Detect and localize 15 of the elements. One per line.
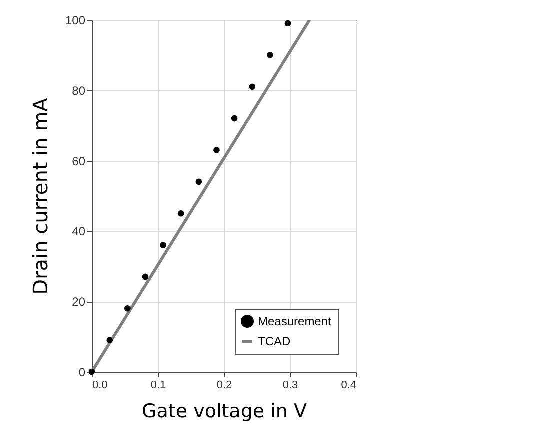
y-tick-label: 40 <box>72 224 86 239</box>
y-tick-label: 80 <box>72 84 86 98</box>
x-tick-label: 0.0 <box>92 380 108 392</box>
x-tick-label: 0.1 <box>150 380 166 392</box>
x-tick-label: 0.3 <box>282 380 298 392</box>
x-tick-label: 0.4 <box>341 380 356 392</box>
legend-label: Measurement <box>258 314 332 328</box>
y-tick-label: 60 <box>72 154 86 168</box>
y-tick-label: 20 <box>72 295 86 310</box>
y-axis-title: Drain current in mA <box>28 98 52 295</box>
legend-label: TCAD <box>258 334 291 348</box>
y-tick-label: 0 <box>78 366 86 380</box>
x-tick-label: 0.2 <box>216 380 232 392</box>
y-tick-label: 100 <box>65 14 86 28</box>
x-axis-title: Gate voltage in V <box>142 400 307 422</box>
